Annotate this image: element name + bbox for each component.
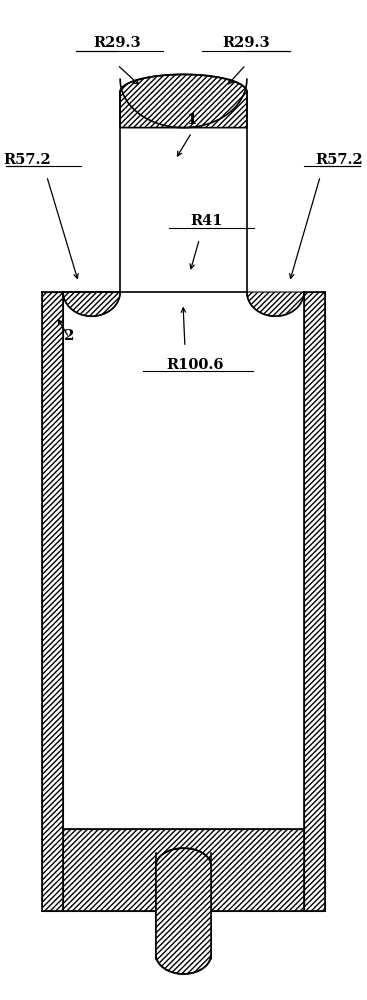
Polygon shape xyxy=(304,292,325,911)
Text: R57.2: R57.2 xyxy=(316,153,364,167)
Text: 2: 2 xyxy=(63,329,74,343)
Text: R100.6: R100.6 xyxy=(166,358,224,372)
Polygon shape xyxy=(247,292,304,316)
Text: R41: R41 xyxy=(190,214,222,228)
Text: R57.2: R57.2 xyxy=(3,153,51,167)
Polygon shape xyxy=(42,292,63,911)
Polygon shape xyxy=(156,848,211,974)
Polygon shape xyxy=(120,74,247,128)
Polygon shape xyxy=(63,292,120,316)
Text: 1: 1 xyxy=(186,113,197,127)
Text: R29.3: R29.3 xyxy=(94,36,141,50)
Polygon shape xyxy=(63,829,304,911)
Text: R29.3: R29.3 xyxy=(222,36,270,50)
